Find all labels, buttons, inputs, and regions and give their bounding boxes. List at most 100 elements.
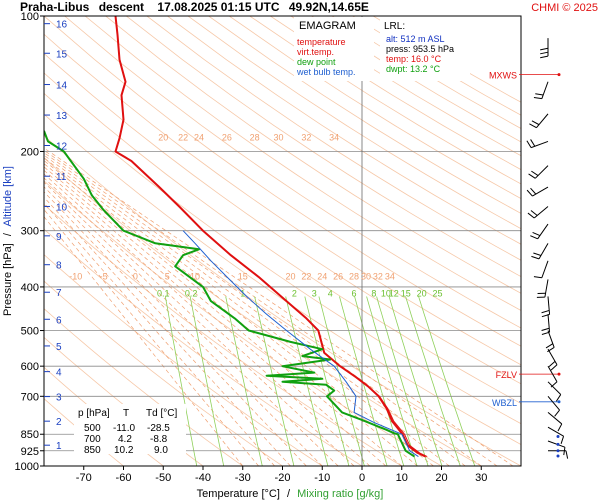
wind-barb-staff [534,165,549,179]
y-axis-title: Pressure [hPa] / Altitude [km] [2,166,14,316]
wind-barb-feather [532,231,541,237]
station-name: Praha-Libus [20,0,90,14]
moist-adiabat-line [44,181,339,466]
lrl-altitude: alt: 512 m ASL [386,34,445,44]
moist-adiabat-line [44,191,307,466]
mixing-ratio-label: 6 [352,288,357,298]
theta-label: 26 [222,132,232,142]
wind-barb [547,348,558,371]
table-cell: -11.0 [113,423,135,434]
grid [44,16,521,466]
y-tick-label: 850 [21,429,39,441]
wind-barb [547,440,566,456]
wind-barb-staff [547,426,564,437]
wind-barb-staff [537,223,549,240]
level-marker-dot [557,73,561,77]
wind-barb [540,38,549,59]
moist-adiabat-line [44,166,403,466]
wind-barb-feather [531,170,539,176]
wind-barb-feather [550,364,558,371]
dry-adiabat-line [167,16,521,245]
dry-adiabat-line [105,16,521,294]
y-tick-label: 600 [21,361,39,373]
mixing-ratio-label: 0.2 [185,288,198,298]
mixing-ratio-label: 1 [240,288,245,298]
theta-label: 32 [373,271,383,281]
wind-barb [527,206,549,219]
wind-barb-feather [560,436,565,444]
wind-barb-staff [532,186,549,197]
wind-barb-staff [547,440,566,448]
wind-barb-feather [541,309,550,314]
wind-barb-feather [541,327,550,332]
wind-barb [547,381,562,402]
moist-adiabat-line [44,160,434,466]
x-tick-label: -20 [275,472,291,484]
dry-adiabat-line [44,33,521,366]
temperature-axis: -70 -60 -50 -40 -30 -20 -10 0 10 20 30 [76,466,487,484]
sounding-datetime: 17.08.2025 01:15 UTC [157,0,279,14]
wind-barb-dot [556,449,560,453]
wind-barb-feather [555,394,562,402]
y-tick-label: 925 [21,446,39,458]
altitude-tick-label: 2 [56,417,62,428]
y-tick-label: 300 [21,226,39,238]
mixing-ratio-line [405,296,461,466]
x-axis-separator: / [287,488,291,500]
mixing-ratio-label: 2 [292,288,297,298]
x-tick-label: 30 [475,472,487,484]
table-cell: 700 [84,434,101,445]
legend-title: EMAGRAM [299,20,356,32]
wind-barb-feather [530,139,536,147]
wind-barb [547,411,563,432]
wind-barb-feather [531,255,540,260]
moist-adiabat-line [44,169,387,466]
theta-label: 22 [178,132,188,142]
theta-label: 24 [194,132,204,142]
mixing-ratio-line [354,296,405,466]
lrl-title: LRL: [384,21,405,32]
dry-adiabat-line [126,16,521,278]
mixing-ratio-line [304,296,350,466]
altitude-tick-label: 4 [56,368,62,379]
series-virt-temp [115,16,428,458]
table-cell: -28.5 [147,423,170,434]
dry-adiabat-line [44,16,521,347]
wind-barb-staff [547,365,558,383]
dry-adiabat-line [228,16,521,199]
wind-barb-dot [556,435,560,439]
x-tick-label: 10 [396,472,408,484]
altitude-tick-label: 6 [56,315,62,326]
wind-barb-staff [547,381,562,395]
wind-barb [526,186,549,197]
theta-label: 20 [158,132,168,142]
isoline-labels: 20 22 24 26 28 30 32 34-10 -5 0 5 10 15 20 22 24 26 28 30 3… [69,132,442,298]
wind-barb-feather [528,173,536,179]
altitude-tick-label: 10 [56,202,68,213]
theta-label: 0 [133,271,138,281]
x-tick-label: -50 [155,472,171,484]
theta-label: 30 [361,271,371,281]
wind-barb-feather [540,55,549,59]
credit-text: CHMI © 2025 [531,2,598,14]
wind-barb [533,260,549,279]
level-markers: MXWS FZLV WBZL [489,71,561,408]
x-tick-label: -70 [76,472,92,484]
wind-barb-dot [556,442,560,446]
wind-barb-staff [547,348,558,366]
altitude-tick-label: 7 [56,288,62,299]
y-tick-label: 400 [21,282,39,294]
y-tick-label: 700 [21,391,39,403]
level-table: p [hPa] T Td [°C] 500 -11.0 -28.5 700 4.… [74,404,186,456]
mixing-ratio-line [318,296,365,466]
dry-adiabat-line [187,16,521,230]
legend-item-wet-bulb: wet bulb temp. [296,67,356,77]
wind-barb-feather [565,450,569,459]
table-cell: 850 [84,445,101,456]
x-tick-label: -30 [235,472,251,484]
theta-label: -10 [69,271,82,281]
wind-barb-feather [545,343,554,349]
mixing-ratio-line [189,296,225,466]
wind-barb-feather [554,409,560,417]
